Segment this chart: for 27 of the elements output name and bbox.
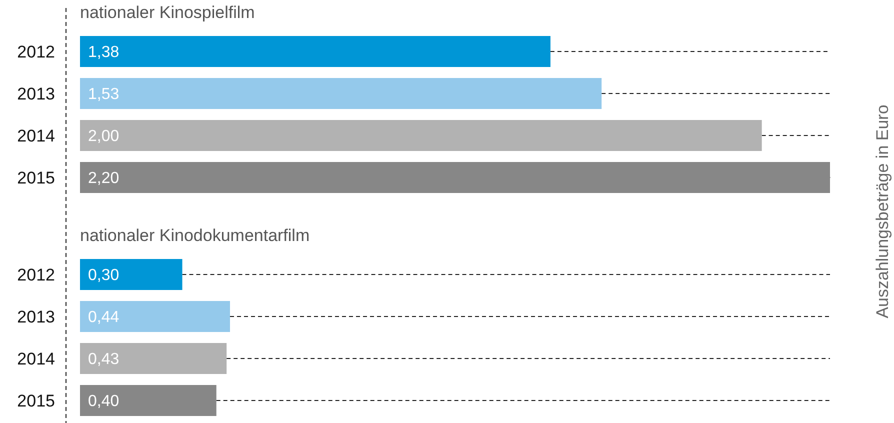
bar <box>80 162 830 193</box>
bar <box>80 120 762 151</box>
data-label: 0,30 <box>88 267 120 284</box>
data-label: 0,40 <box>88 393 120 410</box>
y-axis-title: Auszahlungsbeträge in Euro <box>872 104 892 318</box>
chart-title: nationaler Kinodokumentarfilm <box>80 226 310 245</box>
data-label: 0,43 <box>88 351 120 368</box>
chart-title: nationaler Kinospielfilm <box>80 2 255 22</box>
bar <box>80 36 550 67</box>
bar <box>80 343 227 374</box>
data-label: 0,44 <box>88 309 120 326</box>
data-label: 1,38 <box>88 44 120 62</box>
y-tick-label: 2015 <box>17 168 55 188</box>
bar <box>80 78 602 109</box>
data-label: 2,20 <box>88 170 120 188</box>
y-tick-label: 2014 <box>17 126 55 146</box>
data-label: 1,53 <box>88 86 120 104</box>
bar <box>80 259 182 290</box>
y-tick-label: 2014 <box>17 349 55 368</box>
data-label: 2,00 <box>88 128 120 146</box>
bar <box>80 301 230 332</box>
y-tick-label: 2013 <box>17 307 55 326</box>
y-tick-label: 2015 <box>17 391 55 410</box>
y-tick-label: 2013 <box>17 84 55 104</box>
bar <box>80 385 216 416</box>
y-tick-label: 2012 <box>17 265 55 284</box>
y-tick-label: 2012 <box>17 42 55 62</box>
